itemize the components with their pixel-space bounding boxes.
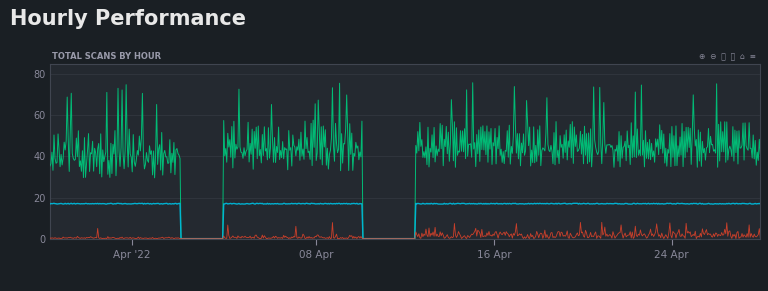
Legend: Unique Hosts, Scans Completed, Scans Failed: Unique Hosts, Scans Completed, Scans Fai… [255,289,555,291]
Text: Hourly Performance: Hourly Performance [10,9,246,29]
Text: ⊕  ⊖  ⌕  ⬛  ⌂  ≡: ⊕ ⊖ ⌕ ⬛ ⌂ ≡ [700,52,756,61]
Text: TOTAL SCANS BY HOUR: TOTAL SCANS BY HOUR [52,52,161,61]
